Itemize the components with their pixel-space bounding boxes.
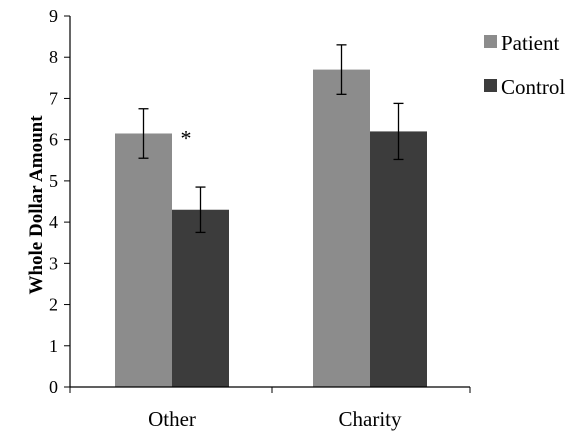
x-tick-label: Charity [339,407,402,431]
y-tick-label: 1 [49,336,58,356]
y-axis-label: Whole Dollar Amount [26,115,47,295]
y-tick-label: 0 [49,377,58,397]
bar-patient [313,69,370,387]
legend-label-patient: Patient [501,31,559,55]
y-tick-label: 9 [49,6,58,26]
y-tick-label: 4 [49,212,58,232]
legend-swatch-control [484,79,497,92]
bar-patient [115,133,172,387]
bar-control [370,131,427,387]
y-tick-label: 6 [49,130,58,150]
y-tick-label: 3 [49,253,58,273]
y-tick-label: 8 [49,47,58,67]
y-tick-label: 5 [49,171,58,191]
y-tick-label: 7 [49,88,58,108]
y-tick-label: 2 [49,295,58,315]
legend-swatch-patient [484,35,497,48]
significance-asterisk: * [181,125,192,150]
x-tick-label: Other [148,407,196,431]
bar-control [172,209,229,387]
legend-label-control: Control [501,75,565,99]
